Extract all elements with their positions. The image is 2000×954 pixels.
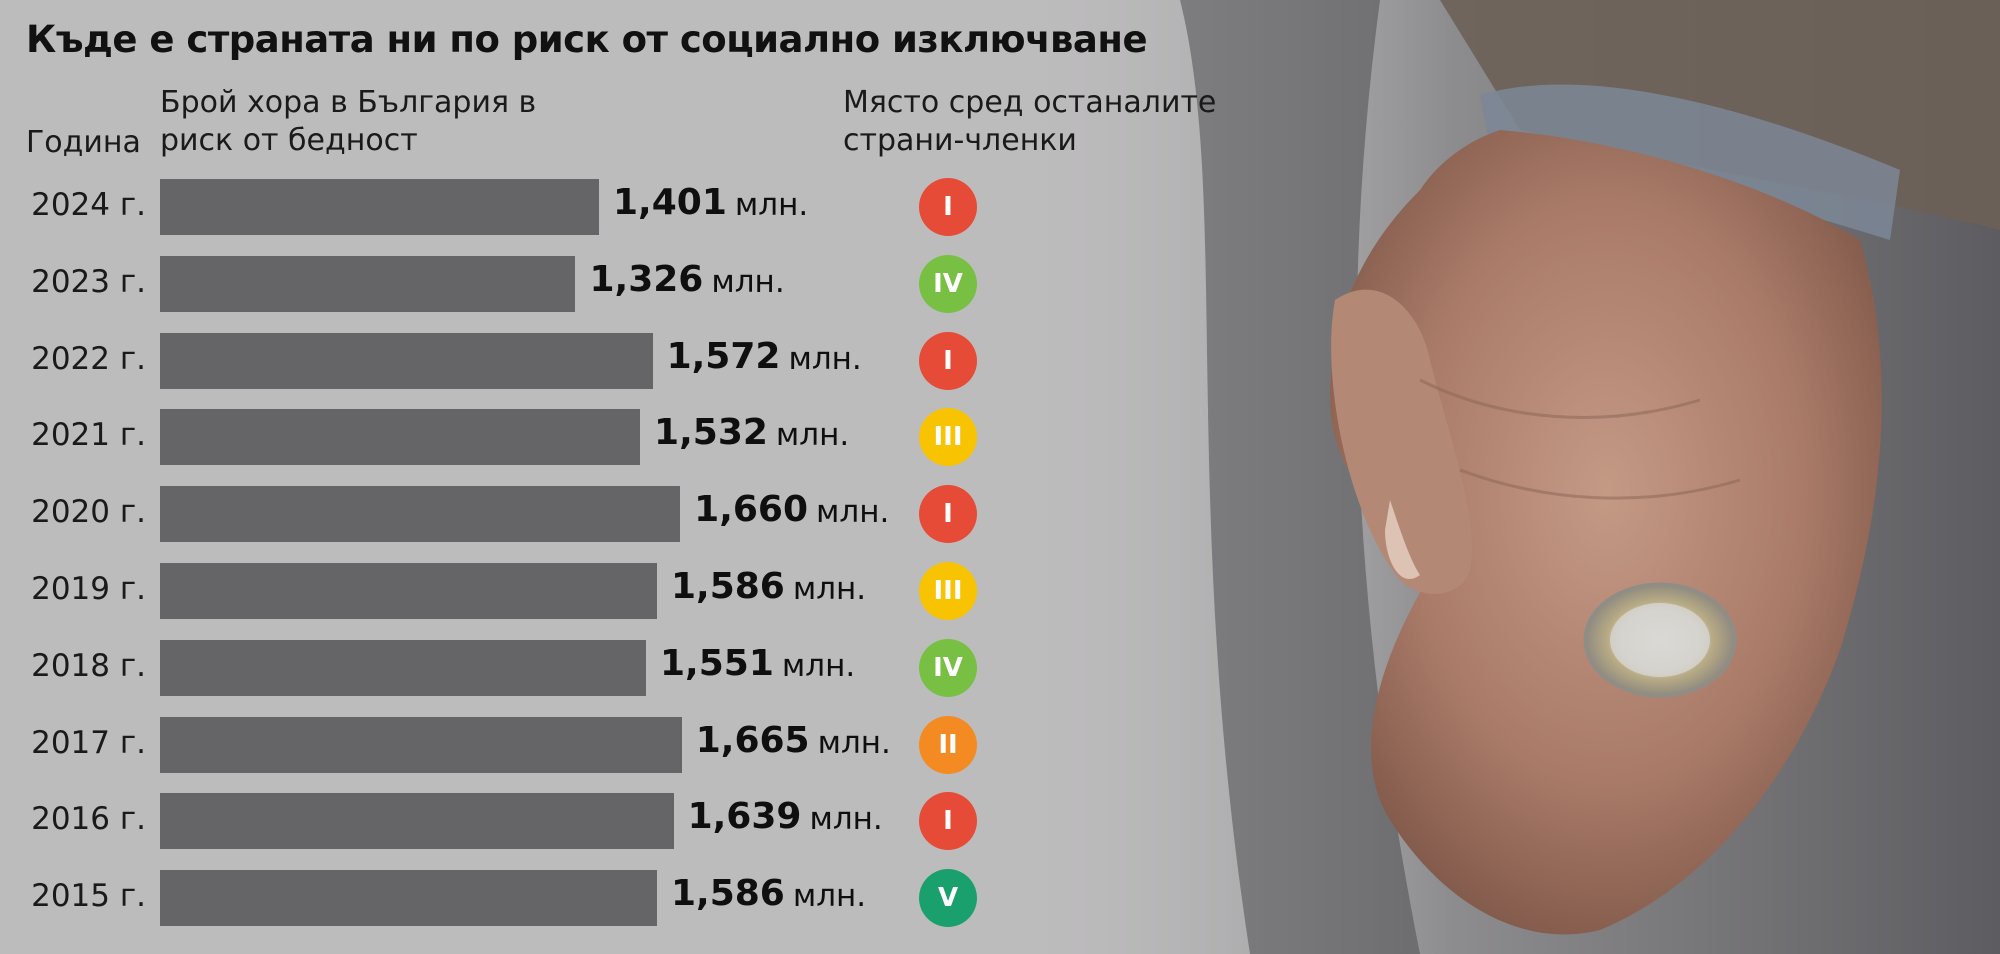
- bar: [160, 716, 682, 773]
- value-label: 1,572: [666, 335, 781, 377]
- header-place-line1: Място сред останалите: [843, 85, 1217, 120]
- chart-title: Къде е страната ни по риск от социално и…: [26, 18, 1148, 61]
- value-label: 1,586: [670, 566, 785, 607]
- rank-badge: I: [919, 178, 977, 236]
- year-label: 2024 г.: [31, 187, 146, 223]
- bar: [160, 332, 653, 389]
- rank-badge: III: [919, 408, 977, 467]
- unit-label: млн.: [817, 724, 891, 761]
- value-label: 1,639: [687, 796, 802, 838]
- rank-badge: IV: [919, 254, 977, 313]
- value-label: 1,401: [613, 182, 727, 223]
- rank-badge: I: [919, 485, 977, 544]
- year-label: 2016 г.: [31, 801, 146, 838]
- unit-label: млн.: [816, 494, 890, 531]
- unit-label: млн.: [781, 647, 856, 684]
- rank-badge: I: [919, 792, 977, 851]
- bar: [160, 486, 681, 543]
- year-label: 2019 г.: [31, 571, 146, 607]
- value-label: 1,551: [660, 642, 774, 684]
- header-count: Брой хора в България в риск от бедност: [160, 84, 536, 160]
- unit-label: млн.: [792, 878, 867, 915]
- rank-badge: II: [919, 715, 977, 774]
- bar: [160, 409, 641, 466]
- unit-label: млн.: [734, 187, 809, 223]
- bar: [160, 179, 599, 235]
- unit-label: млн.: [792, 571, 867, 607]
- value-label: 1,586: [670, 873, 785, 915]
- year-label: 2020 г.: [31, 494, 146, 531]
- header-count-line1: Брой хора в България в: [160, 85, 537, 120]
- year-label: 2015 г.: [31, 878, 146, 915]
- year-label: 2018 г.: [31, 647, 146, 684]
- year-label: 2017 г.: [31, 724, 146, 761]
- year-label: 2023 г.: [31, 263, 146, 300]
- value-label: 1,326: [589, 258, 704, 300]
- rank-badge: I: [919, 331, 977, 390]
- year-label: 2022 г.: [31, 340, 146, 377]
- unit-label: млн.: [788, 340, 862, 377]
- header-count-line2: риск от бедност: [160, 123, 418, 158]
- header-year: Година: [26, 125, 141, 160]
- value-label: 1,665: [695, 719, 810, 761]
- rank-badge: IV: [919, 638, 977, 697]
- bar: [160, 793, 674, 850]
- rank-badge: V: [919, 869, 977, 928]
- year-label: 2021 г.: [31, 417, 146, 454]
- unit-label: млн.: [711, 263, 785, 300]
- bar: [160, 870, 657, 927]
- header-place: Място сред останалите страни-членки: [843, 84, 1216, 160]
- unit-label: млн.: [809, 801, 883, 838]
- unit-label: млн.: [775, 417, 850, 454]
- header-place-line2: страни-членки: [843, 123, 1077, 158]
- value-label: 1,660: [694, 489, 809, 531]
- value-label: 1,532: [654, 412, 768, 454]
- bar: [160, 255, 576, 312]
- bar: [160, 639, 646, 696]
- rank-badge: III: [919, 562, 977, 620]
- bar: [160, 563, 657, 619]
